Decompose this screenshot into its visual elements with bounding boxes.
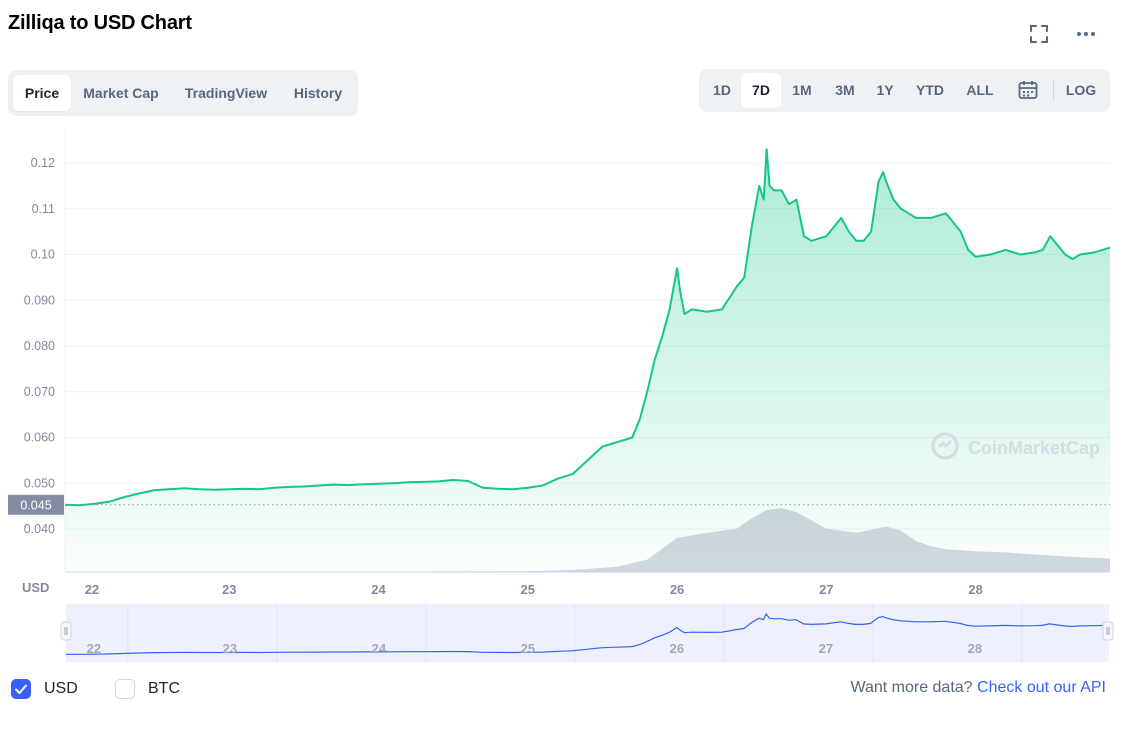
watermark: CoinMarketCap [931,432,1100,460]
price-chart[interactable]: 0.040 0.050 0.060 0.070 0.080 0.090 0.10 0.11 0.… [0,120,1122,600]
btc-checkbox[interactable] [115,679,135,699]
range-all[interactable]: ALL [966,82,994,98]
y-tick-label: 0.080 [24,339,55,353]
legend-usd[interactable]: USD [11,678,78,700]
check-icon [15,684,27,694]
legend-label-btc: BTC [148,680,180,697]
x-tick-label: 26 [670,582,684,597]
api-link[interactable]: Check out our API [977,679,1106,696]
legend-btc[interactable]: BTC [115,678,180,700]
navigator-tick-label: 27 [819,641,833,656]
y-axis-label: USD [22,580,49,595]
navigator-line [66,612,1110,655]
navigator-tick-label: 22 [87,641,101,656]
api-text: Want more data? [850,679,973,696]
tab-history[interactable]: History [293,85,343,101]
navigator-left-handle[interactable] [60,621,72,641]
y-tick-label: 0.10 [31,248,55,262]
tab-price[interactable]: Price [13,75,71,111]
navigator-tick-label: 28 [968,641,982,656]
tab-market-cap[interactable]: Market Cap [83,85,159,101]
usd-checkbox[interactable] [11,679,31,699]
x-tick-label: 25 [521,582,535,597]
navigator-right-handle[interactable] [1102,621,1114,641]
x-tick-label: 27 [819,582,833,597]
y-tick-label: 0.11 [32,202,55,216]
chart-tabs: Price Market Cap TradingView History [8,70,358,116]
y-tick-label: 0.090 [24,293,55,307]
more-icon[interactable] [1074,22,1098,46]
navigator-tick-label: 25 [521,641,535,656]
calendar-icon[interactable] [1017,79,1039,101]
y-tick-label: 0.050 [24,476,55,490]
current-price-marker: 0.045 [8,494,1110,515]
x-tick-label: 22 [85,582,99,597]
range-1y[interactable]: 1Y [876,82,894,98]
page-title: Zilliqa to USD Chart [8,12,192,34]
range-7d[interactable]: 7D [741,73,781,108]
log-toggle[interactable]: LOG [1065,82,1097,98]
watermark-text: CoinMarketCap [968,438,1100,458]
range-3m[interactable]: 3M [835,82,855,98]
tab-tradingview[interactable]: TradingView [184,85,268,101]
navigator-tick-label: 26 [670,641,684,656]
navigator-tick-label: 23 [223,641,237,656]
price-line [64,148,1111,507]
x-tick-label: 28 [968,582,982,597]
range-navigator[interactable]: 22 23 24 25 26 27 28 [0,600,1122,666]
range-divider [1053,81,1054,101]
y-tick-label: 0.070 [24,385,55,399]
api-promo: Want more data? Check out our API [850,679,1106,697]
y-tick-label: 0.040 [24,522,55,536]
range-1d[interactable]: 1D [713,82,731,98]
expand-icon[interactable] [1027,22,1051,46]
y-tick-label: 0.12 [31,156,55,170]
navigator-tick-label: 24 [372,641,387,656]
current-price-label: 0.045 [20,498,51,512]
range-1m[interactable]: 1M [792,82,812,98]
y-tick-label: 0.060 [24,431,55,445]
x-tick-label: 23 [222,582,236,597]
range-selector: 1D 7D 1M 3M 1Y YTD ALL LOG [699,69,1110,112]
legend-label-usd: USD [44,680,78,697]
price-area [65,149,1110,573]
x-tick-label: 24 [371,582,386,597]
range-ytd[interactable]: YTD [916,82,944,98]
